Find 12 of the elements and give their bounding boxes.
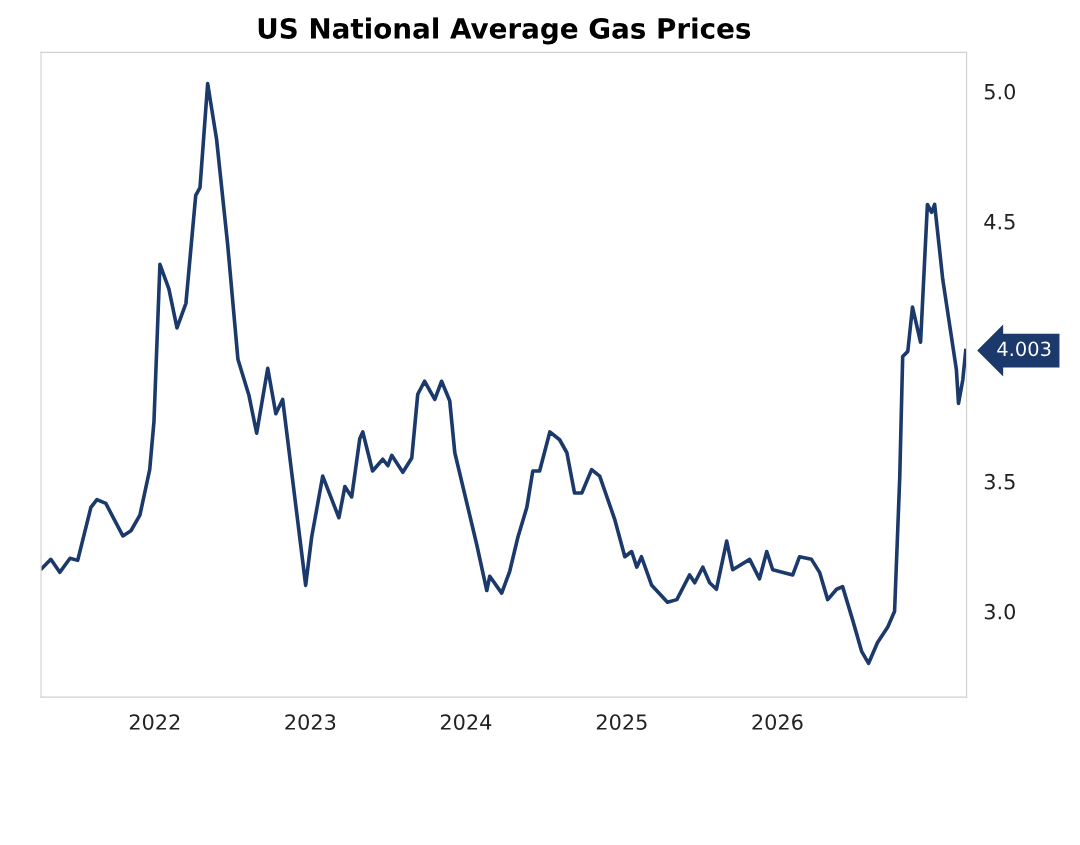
y-tick-label: 3.5 bbox=[984, 473, 1015, 490]
annotation: 4.003 bbox=[997, 341, 1051, 357]
x-tick-label: 2025 bbox=[596, 714, 647, 730]
y-tick-label: 3.0 bbox=[984, 603, 1016, 620]
line-series bbox=[41, 81, 967, 666]
x-tick-label: 2026 bbox=[752, 714, 803, 730]
x-tick-label: 2023 bbox=[285, 714, 336, 730]
x-tick-label: 2024 bbox=[440, 714, 492, 730]
y-tick-label: 4.5 bbox=[984, 214, 1015, 230]
y-tick-label: 5.0 bbox=[984, 83, 1016, 100]
chart-title: US National Average Gas Prices bbox=[258, 17, 751, 45]
x-tick-label: 2022 bbox=[129, 714, 180, 730]
